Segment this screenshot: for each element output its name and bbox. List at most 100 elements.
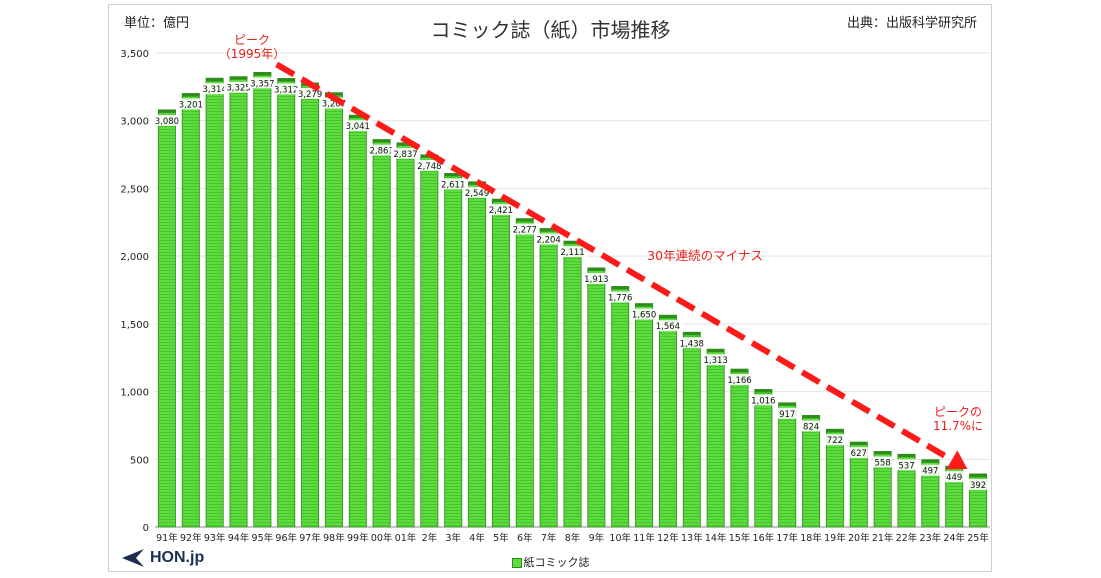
data-label: 3,314 [202, 85, 226, 95]
data-label-bg [921, 464, 940, 476]
bar [778, 402, 797, 528]
bar [444, 172, 463, 528]
data-label: 558 [875, 458, 891, 468]
data-label-bg [176, 98, 206, 110]
data-label: 497 [922, 467, 938, 477]
bar-cap [563, 241, 582, 245]
data-label: 1,564 [656, 322, 680, 332]
bar-cap [826, 429, 844, 433]
bar [491, 198, 510, 528]
data-label-bg [391, 147, 420, 159]
data-label-bg [605, 291, 635, 303]
bar-cap [802, 415, 820, 419]
bar-cap [969, 473, 987, 477]
bar-cap [850, 442, 868, 446]
bar-cap [707, 349, 725, 353]
x-tick-label: 15年 [729, 532, 751, 544]
trend-annotation: 30年連続のマイナス [647, 248, 763, 263]
bar [563, 240, 582, 528]
data-label: 392 [970, 481, 986, 491]
x-tick-label: 21年 [872, 532, 894, 544]
trend-arrow-line [275, 61, 954, 463]
bar [253, 71, 272, 528]
data-label: 722 [827, 436, 843, 446]
bar-cap [611, 286, 629, 290]
x-tick-label: 8年 [565, 532, 581, 544]
bar-cap [587, 267, 605, 271]
data-label-bg [653, 320, 683, 332]
logo-icon [122, 549, 144, 567]
bar-cap [158, 109, 176, 113]
data-label-bg [224, 81, 253, 93]
x-tick-label: 99年 [347, 532, 369, 544]
x-tick-label: 5年 [493, 532, 509, 544]
x-tick-label: 20年 [848, 532, 870, 544]
data-label-bg [510, 223, 540, 235]
x-tick-label: 6年 [517, 532, 533, 544]
bar [301, 82, 320, 528]
data-label-bg [945, 471, 964, 483]
data-label: 824 [803, 422, 819, 432]
x-tick-label: 17年 [776, 532, 798, 544]
data-label: 449 [946, 473, 962, 483]
bar [420, 154, 439, 528]
x-axis: 91年 92年 93年 94年 95年 96年 97年 98年 99年 00年 01年 2年 3年 4年 5… [156, 532, 989, 544]
bar-cap [349, 115, 367, 119]
chart-title: コミック誌（紙）市場推移 [430, 18, 671, 42]
bar-cap [492, 199, 510, 203]
x-tick-label: 95年 [252, 532, 274, 544]
data-label: 3,325 [226, 84, 250, 94]
data-label-bg [558, 246, 587, 258]
data-label: 627 [851, 449, 867, 459]
bars [157, 71, 988, 528]
data-label: 3,279 [298, 90, 322, 100]
y-tick-label: 500 [130, 455, 149, 466]
end-percent-annotation: 11.7%に [933, 419, 983, 433]
x-tick-label: 97年 [299, 532, 321, 544]
bar-cap [778, 402, 796, 406]
data-label-bg [581, 272, 611, 284]
data-label: 1,016 [751, 396, 775, 406]
x-tick-label: 11年 [633, 532, 655, 544]
x-tick-label: 24年 [943, 532, 965, 544]
x-tick-label: 92年 [180, 532, 202, 544]
bar [157, 109, 176, 528]
x-tick-label: 12年 [657, 532, 679, 544]
data-label-bg [748, 394, 778, 406]
x-tick-label: 22年 [896, 532, 918, 544]
data-label-bg [486, 204, 516, 216]
data-label-bg [438, 178, 468, 190]
x-tick-label: 98年 [323, 532, 345, 544]
bar-cap [182, 93, 200, 97]
data-label-bg [873, 456, 892, 468]
data-label: 2,611 [441, 180, 465, 190]
bar [611, 286, 630, 528]
data-label-bg [968, 478, 988, 490]
bar-cap [635, 303, 653, 307]
bar-cap [730, 369, 749, 373]
y-tick-label: 1,000 [120, 388, 149, 399]
bar [682, 331, 701, 528]
trend-arrow [275, 61, 968, 470]
data-label-bg [897, 459, 916, 471]
bar-cap [683, 332, 701, 336]
bar-cap [516, 218, 534, 222]
x-tick-label: 2年 [422, 532, 438, 544]
bar [635, 303, 654, 528]
x-tick-label: 7年 [541, 532, 557, 544]
bar [658, 314, 677, 528]
peak-year-annotation: （1995年） [219, 47, 286, 61]
bar [539, 228, 558, 528]
bar-cap [325, 92, 343, 96]
y-tick-label: 1,500 [120, 320, 149, 331]
data-label-bg [677, 337, 707, 349]
data-label-bg [778, 407, 797, 419]
bar-cap [659, 315, 677, 319]
x-tick-label: 01年 [395, 532, 417, 544]
data-label: 3,207 [322, 100, 346, 110]
y-tick-label: 0 [143, 523, 149, 534]
bar [181, 93, 200, 528]
data-label: 2,549 [465, 189, 489, 199]
